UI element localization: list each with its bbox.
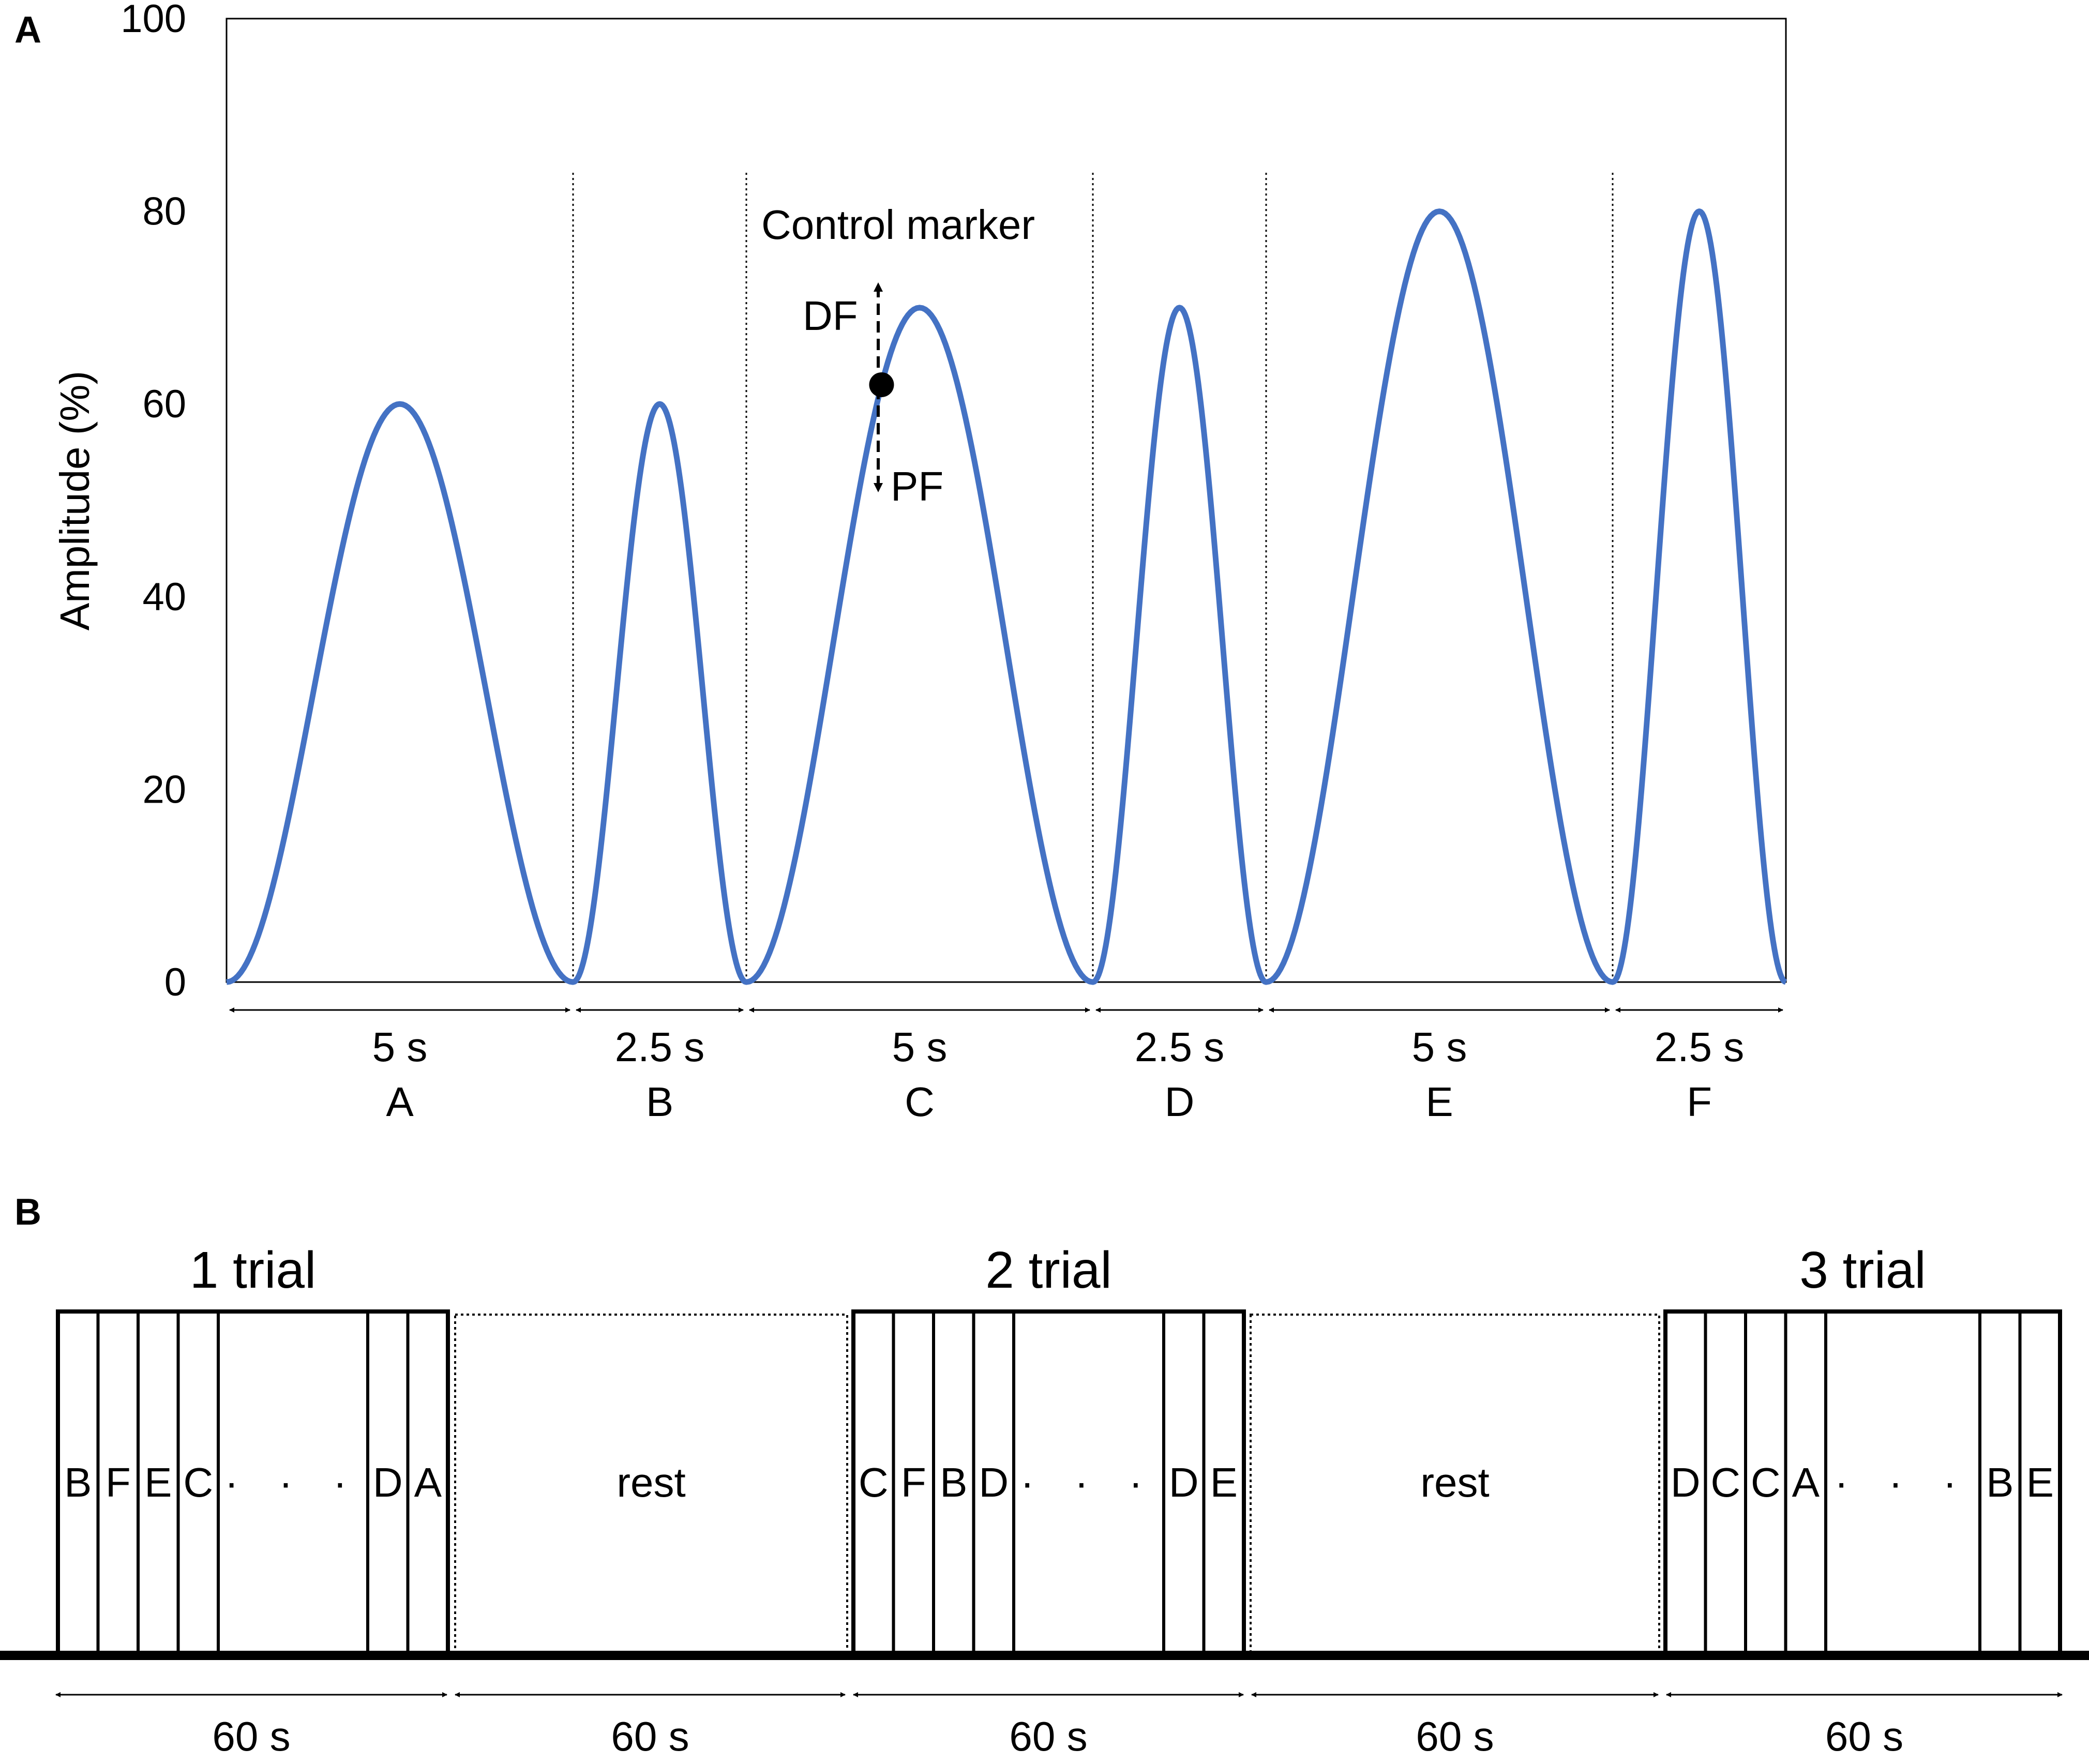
segment-letter-label: B — [646, 1079, 673, 1125]
trial-title: 3 trial — [1799, 1241, 1926, 1299]
trial-ellipsis: · · · — [1835, 1459, 1971, 1505]
df-label: DF — [803, 293, 858, 339]
trial-cell-label: D — [979, 1459, 1009, 1505]
trial-cell-label: F — [901, 1459, 926, 1505]
trial-cell-label: F — [106, 1459, 131, 1505]
trial-cell-label: B — [1986, 1459, 2013, 1505]
y-axis-title: Amplitude (%) — [52, 371, 98, 630]
y-tick-label: 0 — [164, 960, 186, 1004]
trial-cell-label: C — [859, 1459, 889, 1505]
trial-cell-label: D — [373, 1459, 403, 1505]
pf-label: PF — [891, 463, 943, 509]
trial-title: 1 trial — [190, 1241, 317, 1299]
segment-duration-label: 2.5 s — [1135, 1024, 1224, 1070]
segment-labels: 5 s A 2.5 s B 5 s C 2.5 s D 5 s E 2.5 s F — [372, 1024, 1745, 1125]
segment-duration-label: 5 s — [892, 1024, 948, 1070]
trial-cell-label: C — [183, 1459, 213, 1505]
segment-letter-label: E — [1425, 1079, 1453, 1125]
trial-cell-label: B — [64, 1459, 92, 1505]
segment-dividers — [572, 173, 1614, 982]
panel-a-label: A — [14, 9, 41, 51]
rest-label: rest — [1420, 1459, 1489, 1505]
segment-duration-label: 5 s — [372, 1024, 428, 1070]
block-duration-label: 60 s — [611, 1713, 689, 1759]
y-tick-label: 80 — [142, 190, 186, 234]
segment-duration-label: 2.5 s — [1655, 1024, 1744, 1070]
block-duration-label: 60 s — [212, 1713, 290, 1759]
control-marker-dot[interactable] — [869, 372, 894, 397]
y-tick-label: 60 — [142, 382, 186, 426]
trial-cell-label: D — [1169, 1459, 1199, 1505]
plot-frame — [226, 18, 1787, 983]
segment-duration-label: 2.5 s — [615, 1024, 704, 1070]
trial-cell-label: A — [1792, 1459, 1820, 1505]
y-axis-ticks: 0 20 40 60 80 100 — [121, 0, 186, 1004]
y-tick-label: 40 — [142, 575, 186, 619]
segment-letter-label: D — [1165, 1079, 1195, 1125]
block-duration-label: 60 s — [1825, 1713, 1903, 1759]
trial-cell-label: A — [414, 1459, 442, 1505]
panel-b-label: B — [14, 1192, 41, 1233]
trial-title: 2 trial — [985, 1241, 1112, 1299]
y-tick-label: 100 — [121, 0, 186, 41]
segment-duration-label: 5 s — [1412, 1024, 1467, 1070]
trial-cell-label: E — [1210, 1459, 1238, 1505]
trial-cell-label: C — [1710, 1459, 1740, 1505]
segment-letter-label: A — [386, 1079, 414, 1125]
segment-letter-label: F — [1687, 1079, 1712, 1125]
block-duration-label: 60 s — [1009, 1713, 1087, 1759]
trial-ellipsis: · · · — [224, 1459, 361, 1505]
trial-cell-label: E — [2026, 1459, 2054, 1505]
trial-cell-label: D — [1671, 1459, 1701, 1505]
trial-cell-label: C — [1751, 1459, 1781, 1505]
block-duration-label: 60 s — [1416, 1713, 1494, 1759]
trial-cell-label: B — [940, 1459, 967, 1505]
trial-ellipsis: · · · — [1020, 1459, 1157, 1505]
segment-letter-label: C — [905, 1079, 935, 1125]
trial-cell-label: E — [144, 1459, 172, 1505]
y-tick-label: 20 — [142, 767, 186, 811]
amplitude-curve — [226, 208, 1787, 985]
rest-label: rest — [617, 1459, 685, 1505]
control-marker-label: Control marker — [761, 202, 1035, 248]
